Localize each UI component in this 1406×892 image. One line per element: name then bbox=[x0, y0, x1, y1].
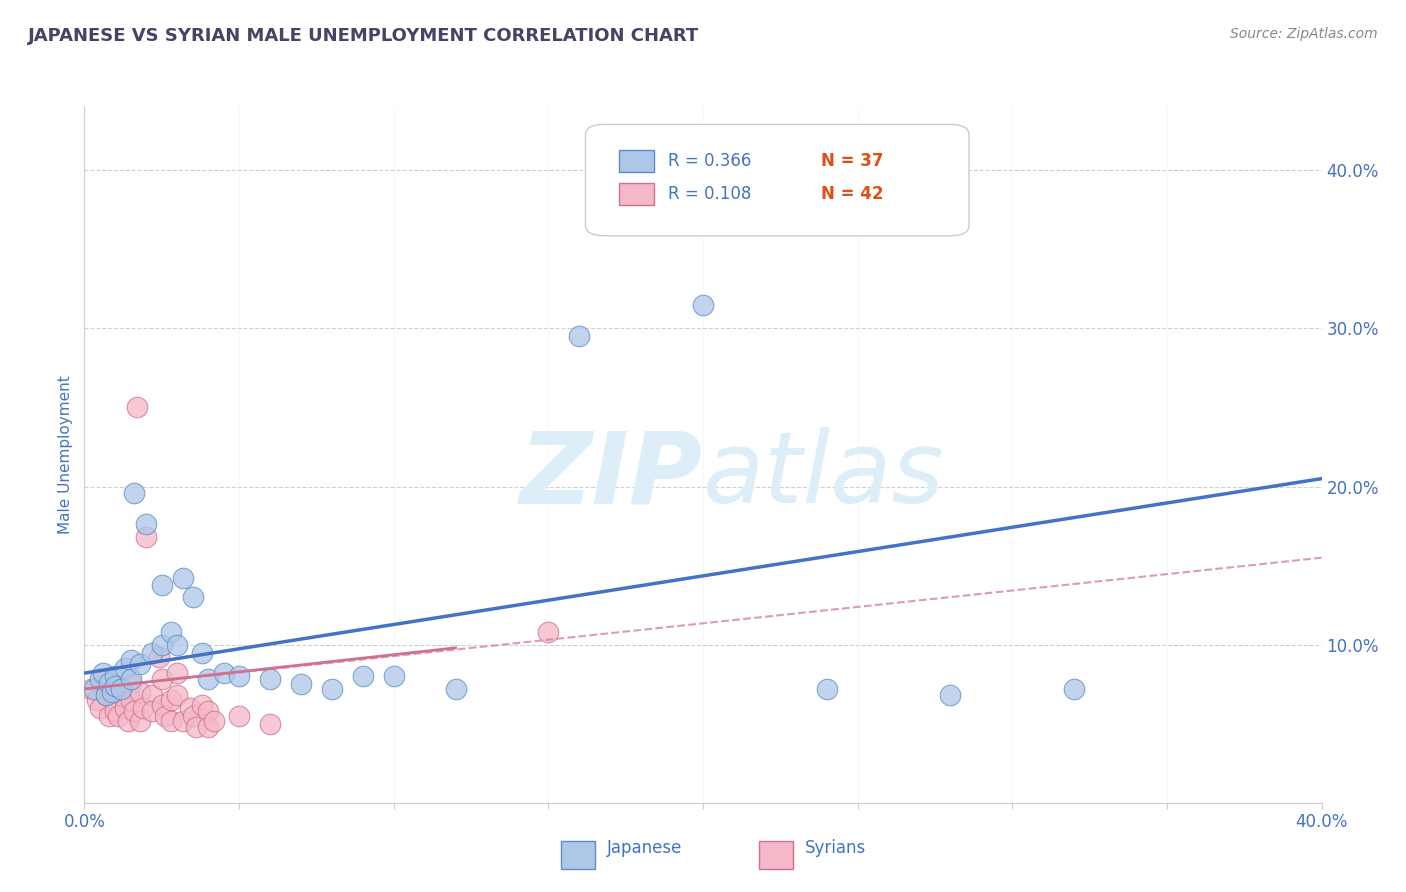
Point bbox=[129, 714, 152, 728]
Point bbox=[104, 679, 127, 693]
Point bbox=[141, 688, 163, 702]
Point bbox=[692, 298, 714, 312]
Point bbox=[94, 688, 117, 702]
Point bbox=[191, 646, 214, 660]
Point bbox=[160, 625, 183, 640]
Point bbox=[202, 714, 225, 728]
Point bbox=[94, 688, 117, 702]
Point bbox=[98, 675, 121, 690]
Point bbox=[815, 681, 838, 696]
Text: Source: ZipAtlas.com: Source: ZipAtlas.com bbox=[1230, 27, 1378, 41]
Point bbox=[184, 720, 207, 734]
Point bbox=[568, 329, 591, 343]
Point bbox=[1063, 681, 1085, 696]
Point bbox=[114, 661, 136, 675]
Point bbox=[89, 701, 111, 715]
Point bbox=[444, 681, 467, 696]
Point bbox=[101, 685, 124, 699]
FancyBboxPatch shape bbox=[585, 124, 969, 235]
Point bbox=[110, 688, 132, 702]
Point bbox=[122, 704, 145, 718]
Point bbox=[150, 638, 173, 652]
Point bbox=[212, 666, 235, 681]
Point bbox=[150, 673, 173, 687]
Bar bbox=[619, 150, 654, 172]
Text: N = 37: N = 37 bbox=[821, 153, 883, 170]
Point bbox=[89, 673, 111, 687]
Y-axis label: Male Unemployment: Male Unemployment bbox=[58, 376, 73, 534]
Text: ZIP: ZIP bbox=[520, 427, 703, 524]
Point bbox=[197, 673, 219, 687]
Point bbox=[120, 653, 142, 667]
Point bbox=[132, 701, 155, 715]
Point bbox=[259, 716, 281, 731]
Point bbox=[117, 714, 139, 728]
Point bbox=[160, 693, 183, 707]
Point bbox=[939, 688, 962, 702]
Point bbox=[228, 708, 250, 723]
Point bbox=[120, 677, 142, 691]
Point bbox=[172, 571, 194, 585]
Bar bbox=[759, 841, 793, 869]
Point bbox=[104, 704, 127, 718]
Point bbox=[86, 693, 108, 707]
Point bbox=[166, 688, 188, 702]
Point bbox=[104, 693, 127, 707]
Point bbox=[141, 704, 163, 718]
Point bbox=[172, 714, 194, 728]
Point bbox=[150, 577, 173, 591]
Point bbox=[91, 673, 114, 687]
Point bbox=[290, 677, 312, 691]
Point bbox=[79, 681, 101, 696]
Point bbox=[181, 708, 204, 723]
Point bbox=[101, 681, 124, 696]
Point bbox=[120, 673, 142, 687]
Text: Syrians: Syrians bbox=[804, 839, 866, 857]
Text: R = 0.366: R = 0.366 bbox=[668, 153, 752, 170]
Point bbox=[181, 591, 204, 605]
Point bbox=[120, 693, 142, 707]
Point bbox=[191, 698, 214, 712]
Text: JAPANESE VS SYRIAN MALE UNEMPLOYMENT CORRELATION CHART: JAPANESE VS SYRIAN MALE UNEMPLOYMENT COR… bbox=[28, 27, 699, 45]
Point bbox=[114, 701, 136, 715]
Point bbox=[382, 669, 405, 683]
Point bbox=[129, 657, 152, 671]
Point bbox=[179, 701, 201, 715]
Point bbox=[352, 669, 374, 683]
Point bbox=[153, 708, 176, 723]
Point bbox=[166, 666, 188, 681]
Point bbox=[197, 720, 219, 734]
Point bbox=[83, 681, 105, 696]
Point bbox=[148, 650, 170, 665]
Point bbox=[107, 708, 129, 723]
Point bbox=[228, 669, 250, 683]
Point bbox=[122, 486, 145, 500]
Point bbox=[321, 681, 343, 696]
Bar bbox=[619, 183, 654, 205]
Point bbox=[259, 673, 281, 687]
Point bbox=[110, 681, 132, 696]
Bar bbox=[561, 841, 595, 869]
Point bbox=[150, 698, 173, 712]
Point bbox=[141, 646, 163, 660]
Point bbox=[98, 708, 121, 723]
Text: N = 42: N = 42 bbox=[821, 185, 883, 203]
Point bbox=[125, 401, 148, 415]
Text: atlas: atlas bbox=[703, 427, 945, 524]
Point bbox=[135, 530, 157, 544]
Point bbox=[160, 714, 183, 728]
Point bbox=[129, 685, 152, 699]
Point bbox=[197, 704, 219, 718]
Point bbox=[166, 638, 188, 652]
Point bbox=[104, 669, 127, 683]
Text: R = 0.108: R = 0.108 bbox=[668, 185, 752, 203]
Text: Japanese: Japanese bbox=[606, 839, 682, 857]
Point bbox=[91, 666, 114, 681]
Point bbox=[537, 625, 560, 640]
Point bbox=[135, 517, 157, 532]
